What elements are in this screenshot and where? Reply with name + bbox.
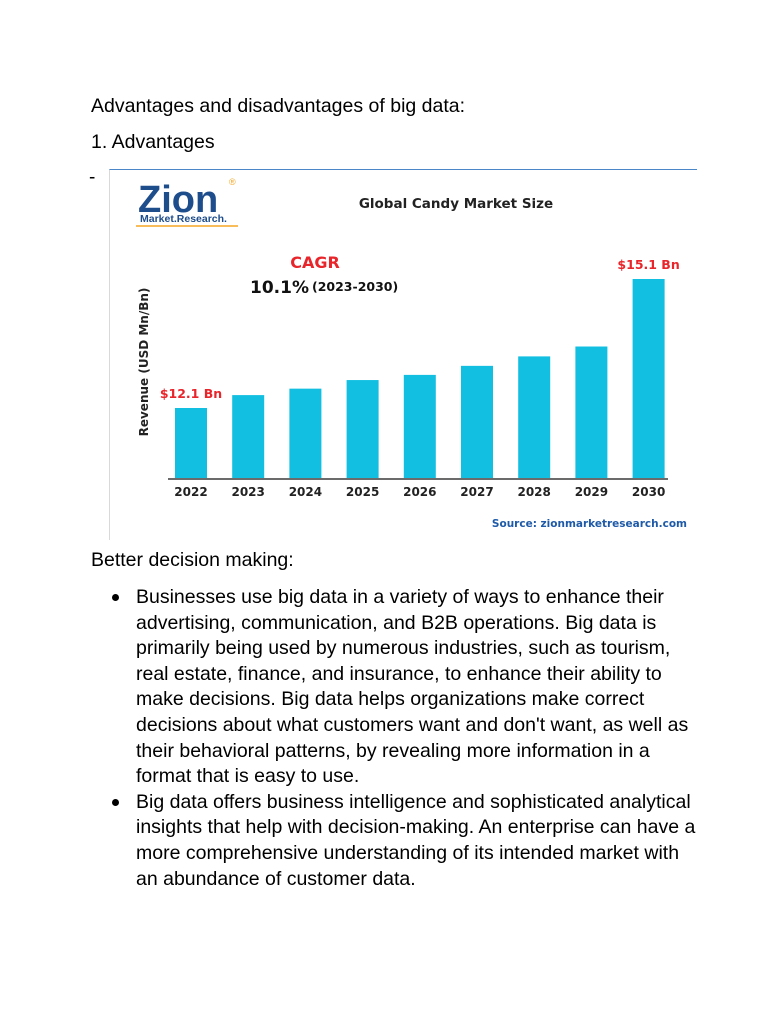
x-tick-label: 2027: [460, 485, 493, 499]
subsection-heading: 1. Advantages: [91, 131, 215, 153]
list-item: Big data offers business intelligence an…: [108, 790, 698, 892]
bar-2023: [232, 395, 265, 478]
bar-2030: [632, 279, 665, 478]
x-tick-label: 2026: [403, 485, 436, 499]
section-title: Better decision making:: [91, 549, 294, 571]
bullet-list: Businesses use big data in a variety of …: [108, 585, 698, 892]
bar-2026: [403, 374, 436, 478]
x-tick-label: 2025: [346, 485, 379, 499]
cagr-period: (2023-2030): [312, 279, 398, 294]
x-tick-label: 2029: [575, 485, 608, 499]
bar-2022: [175, 408, 207, 478]
y-axis-label: Revenue (USD Mn/Bn): [137, 288, 151, 437]
x-tick-label: 2030: [632, 485, 665, 499]
data-label-2030: $15.1 Bn: [617, 257, 679, 272]
logo-registered-mark: ®: [229, 177, 236, 187]
bar-2029: [575, 346, 608, 478]
bar-2027: [461, 365, 493, 478]
data-label-2022: $12.1 Bn: [160, 386, 222, 401]
list-dash: -: [89, 167, 96, 188]
x-tick-label: 2028: [517, 485, 550, 499]
zion-logo: Zion ® Market.Research.: [136, 177, 238, 227]
source-note: Source: zionmarketresearch.com: [492, 518, 687, 530]
bar-chart: Zion ® Market.Research. Global Candy Mar…: [136, 177, 687, 530]
cagr-label: CAGR: [290, 253, 340, 272]
x-tick-label: 2022: [174, 485, 207, 499]
section-heading: Advantages and disadvantages of big data…: [91, 95, 466, 117]
x-tick-label: 2023: [231, 485, 264, 499]
bar-2025: [346, 380, 379, 478]
bars-group: [175, 279, 665, 478]
x-tick-labels: 2022 2023 2024 2025 2026 2027 2028 2029 2030: [174, 485, 665, 499]
chart-title: Global Candy Market Size: [359, 196, 553, 212]
logo-subtext: Market.Research.: [140, 213, 227, 225]
logo-text: Zion: [138, 179, 218, 221]
bar-2024: [289, 388, 322, 478]
list-item: Businesses use big data in a variety of …: [108, 585, 698, 790]
x-tick-label: 2024: [289, 485, 322, 499]
bar-2028: [518, 356, 551, 478]
market-size-figure: Zion ® Market.Research. Global Candy Mar…: [109, 169, 697, 540]
cagr-value: 10.1%: [250, 278, 309, 298]
data-labels: $12.1 Bn $15.1 Bn: [160, 257, 680, 401]
